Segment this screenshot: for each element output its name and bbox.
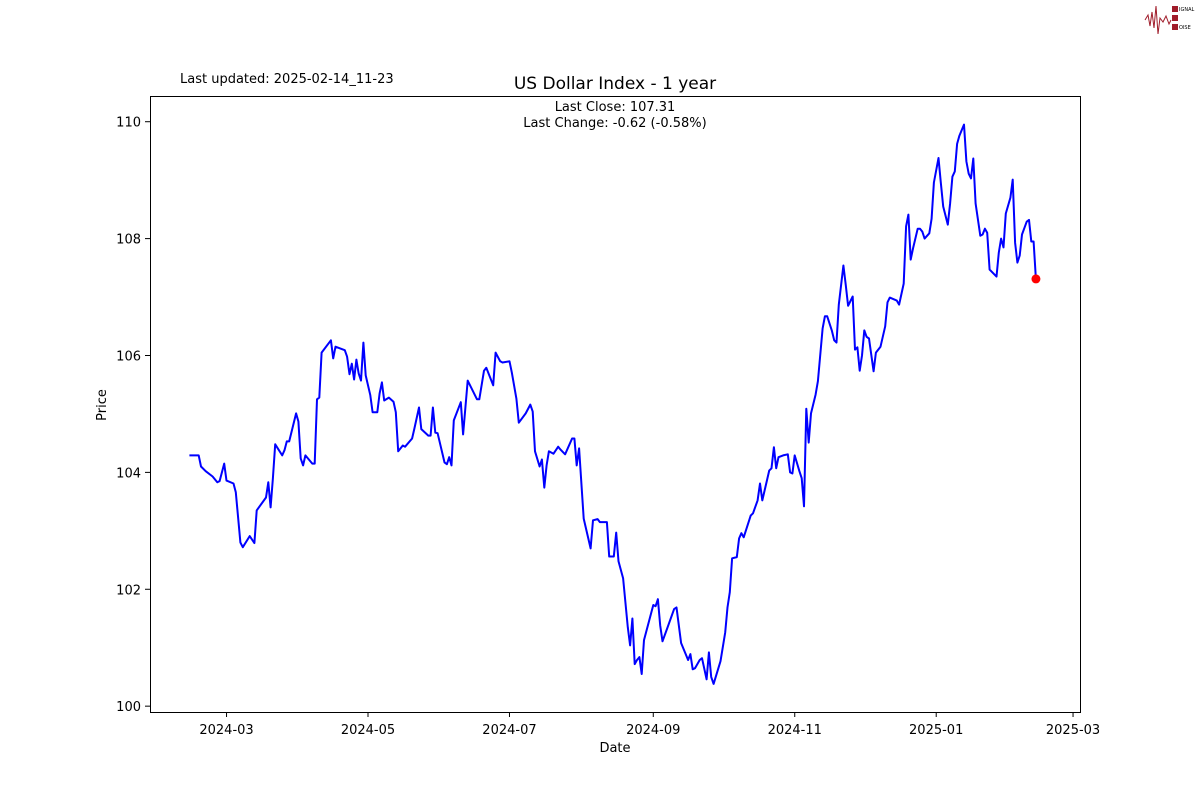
x-tick-label: 2025-01 xyxy=(909,723,963,738)
y-tick-label: 106 xyxy=(116,349,141,364)
logo: IGNAL OISE xyxy=(1144,5,1195,35)
x-tick-label: 2024-09 xyxy=(626,723,680,738)
x-axis-label: Date xyxy=(599,741,630,756)
x-axis: 2024-03 2024-05 2024-07 2024-09 2024-11 2025-… xyxy=(199,712,1100,738)
logo-box-icon xyxy=(1172,24,1178,30)
y-axis: 100 102 104 106 108 110 xyxy=(116,116,150,715)
y-tick-label: 108 xyxy=(116,233,141,248)
y-axis-label: Price xyxy=(95,389,110,421)
logo-box-icon xyxy=(1172,6,1178,12)
y-tick-label: 102 xyxy=(116,583,141,598)
price-line xyxy=(189,123,1037,685)
logo-box-icon xyxy=(1172,15,1178,21)
chart-title: US Dollar Index - 1 year xyxy=(514,74,716,94)
x-tick-label: 2024-11 xyxy=(768,723,822,738)
axes-frame xyxy=(150,96,1081,713)
x-tick-label: 2024-05 xyxy=(341,723,395,738)
y-tick-label: 100 xyxy=(116,700,141,715)
logo-text-signal: IGNAL xyxy=(1179,7,1195,13)
y-tick-label: 104 xyxy=(116,466,141,481)
logo-wave-icon xyxy=(1144,5,1172,35)
last-close-marker xyxy=(1031,274,1041,284)
x-tick-label: 2024-03 xyxy=(199,723,253,738)
last-updated-label: Last updated: 2025-02-14_11-23 xyxy=(180,72,394,87)
last-close-annotation: Last Close: 107.31 xyxy=(555,100,676,115)
x-tick-label: 2024-07 xyxy=(482,723,536,738)
last-change-annotation: Last Change: -0.62 (-0.58%) xyxy=(523,116,706,131)
x-tick-label: 2025-03 xyxy=(1046,723,1100,738)
y-tick-label: 110 xyxy=(116,116,141,131)
logo-text-noise: OISE xyxy=(1179,25,1191,31)
plot-area xyxy=(189,123,1041,685)
